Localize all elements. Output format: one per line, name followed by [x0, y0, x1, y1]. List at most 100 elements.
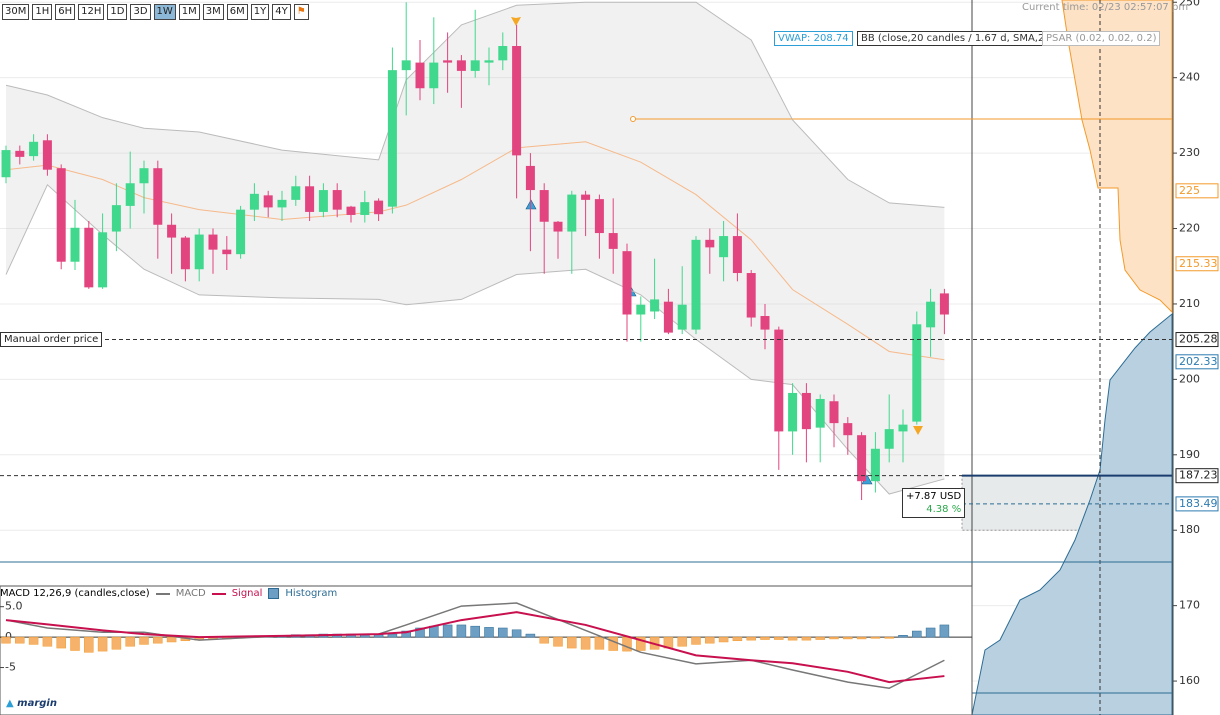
candle-body — [581, 194, 591, 200]
price-label: 215.33 — [1179, 257, 1218, 270]
candle-body — [622, 251, 632, 315]
histogram-bar — [415, 627, 425, 638]
timeframe-button[interactable]: 3M — [202, 4, 224, 20]
price-label: 202.33 — [1179, 355, 1218, 368]
timeframe-button[interactable]: 30M — [2, 4, 30, 20]
price-label: 205.28 — [1179, 333, 1218, 346]
macd-tick-label: 5.0 — [5, 600, 23, 613]
candle-body — [732, 236, 742, 274]
histogram-bar — [608, 636, 618, 651]
histogram-bar — [125, 636, 135, 647]
macd-tick-label: -5 — [5, 661, 16, 674]
macd-line — [5, 611, 945, 684]
y-tick-label: 200 — [1179, 372, 1200, 385]
histogram-bar — [801, 636, 812, 641]
candle-body — [884, 429, 894, 449]
timeframe-button[interactable]: 1D — [107, 4, 128, 20]
candle-body — [291, 186, 301, 200]
candle-body — [484, 60, 494, 63]
vwap-label: VWAP: 208.74 — [774, 31, 853, 46]
price-label-box — [1175, 183, 1219, 199]
histogram-bar — [525, 633, 536, 638]
histogram-bar — [760, 636, 770, 640]
candle-body — [443, 60, 453, 63]
timeframe-button[interactable]: 6H — [55, 4, 76, 20]
candle-body — [719, 236, 729, 258]
price-label: 225 — [1179, 184, 1200, 197]
histogram-bar — [84, 636, 94, 653]
y-tick-label: 220 — [1179, 222, 1200, 235]
flag-button[interactable]: ⚑ — [293, 4, 309, 20]
candle-body — [84, 227, 94, 288]
candle-body — [870, 448, 880, 482]
candle-body — [801, 392, 811, 430]
histogram-bar — [166, 636, 177, 643]
candle-body — [208, 234, 218, 250]
timeframe-button[interactable]: 6M — [226, 4, 248, 20]
logo: ▲ margin — [6, 698, 57, 709]
timeframe-button[interactable]: 12H — [78, 4, 105, 20]
candle-body — [705, 239, 715, 248]
histogram-bar — [718, 636, 729, 643]
histogram-bar — [732, 636, 743, 642]
timeframe-button[interactable]: 1W — [153, 4, 176, 20]
price-label: 187.23 — [1179, 469, 1218, 482]
candle-body — [222, 249, 232, 255]
timeframe-button[interactable]: 1M — [178, 4, 200, 20]
legend-label: MACD — [175, 588, 206, 599]
histogram-bar — [139, 636, 149, 645]
timeframe-button[interactable]: 4Y — [272, 4, 291, 20]
candle-body — [56, 168, 66, 262]
histogram-bar — [539, 636, 549, 644]
histogram-bar — [553, 636, 563, 647]
candle-body — [318, 190, 328, 212]
bid-depth — [971, 312, 1173, 715]
candle-body — [29, 141, 39, 157]
timeframe-button[interactable]: 3D — [130, 4, 151, 20]
histogram-bar — [622, 636, 632, 652]
pnl-box: +7.87 USD 4.38 % — [902, 488, 966, 518]
histogram-bar — [42, 636, 53, 647]
candle-body — [42, 140, 52, 170]
histogram-bar — [484, 627, 494, 638]
candle-body — [650, 299, 660, 312]
histogram-bar — [843, 636, 853, 640]
candle-body — [498, 46, 508, 61]
y-tick-label: 190 — [1179, 448, 1200, 461]
histogram-bar — [939, 624, 950, 638]
candle-body — [332, 190, 342, 210]
histogram-bar — [70, 636, 80, 651]
histogram-bar — [456, 624, 467, 638]
candle-body — [912, 324, 922, 422]
pnl-usd: +7.87 USD — [906, 491, 962, 502]
histogram-bar — [815, 636, 825, 640]
price-label-box — [1175, 354, 1219, 370]
histogram-bar — [28, 636, 39, 645]
logo-text: margin — [17, 698, 57, 709]
timeframe-button[interactable]: 1H — [32, 4, 53, 20]
ask-depth — [1061, 0, 1173, 314]
histogram-bar — [56, 636, 66, 649]
legend-label: Histogram — [285, 588, 338, 599]
bb-label: BB (close,20 candles / 1.67 d, SMA,2) — [857, 31, 1053, 46]
candle-body — [277, 199, 287, 208]
candle-body — [456, 60, 466, 71]
y-tick-label: 240 — [1179, 71, 1200, 84]
candle-body — [608, 233, 618, 249]
candle-body — [926, 301, 936, 328]
histogram-bar — [498, 627, 508, 638]
candle-body — [788, 392, 798, 432]
bb-upper — [5, 1, 945, 208]
y-tick-label: 230 — [1179, 146, 1200, 159]
timeframe-button[interactable]: 1Y — [250, 4, 270, 20]
histogram-bar — [401, 630, 411, 638]
candle-body — [553, 221, 563, 232]
psar-label: PSAR (0.02, 0.02, 0.2) — [1042, 31, 1161, 46]
manual-order-label: Manual order price — [0, 331, 103, 347]
candle-body — [691, 239, 701, 330]
histogram-bar — [925, 627, 936, 638]
candle-body — [180, 237, 190, 270]
candle-body — [387, 70, 397, 207]
candle-body — [774, 329, 784, 432]
